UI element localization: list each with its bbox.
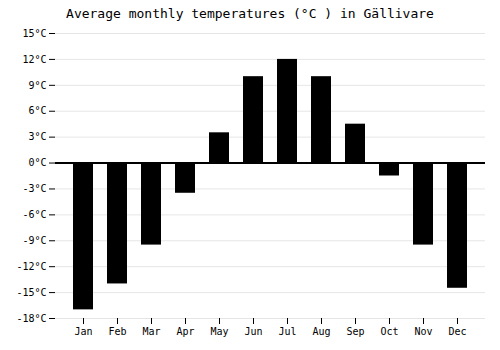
- svg-text:-18°C: -18°C: [16, 313, 46, 324]
- svg-text:May: May: [210, 326, 228, 337]
- svg-text:Oct: Oct: [380, 326, 398, 337]
- svg-text:Mar: Mar: [142, 326, 160, 337]
- svg-text:15°C: 15°C: [22, 28, 46, 39]
- svg-text:Feb: Feb: [108, 326, 126, 337]
- svg-text:-12°C: -12°C: [16, 261, 46, 272]
- svg-text:6°C: 6°C: [28, 105, 46, 116]
- svg-text:Apr: Apr: [176, 326, 194, 337]
- html-text:Average monthly temperatures (: Average monthly temperatures (°C ) in Gä…: [66, 6, 434, 21]
- svg-text:Sep: Sep: [346, 326, 364, 337]
- svg-text:Aug: Aug: [312, 326, 330, 337]
- svg-text:-6°C: -6°C: [22, 209, 46, 220]
- svg-text:Nov: Nov: [414, 326, 432, 337]
- svg-text:9°C: 9°C: [28, 80, 46, 91]
- svg-text:Jun: Jun: [244, 326, 262, 337]
- svg-text:Jan: Jan: [74, 326, 92, 337]
- svg-text:12°C: 12°C: [22, 54, 46, 65]
- svg-text:0°C: 0°C: [28, 157, 46, 168]
- svg-text:-3°C: -3°C: [22, 183, 46, 194]
- svg-text:-15°C: -15°C: [16, 287, 46, 298]
- svg-text:Dec: Dec: [448, 326, 466, 337]
- svg-text:-9°C: -9°C: [22, 235, 46, 246]
- svg-text:3°C: 3°C: [28, 131, 46, 142]
- svg-text:Jul: Jul: [278, 326, 296, 337]
